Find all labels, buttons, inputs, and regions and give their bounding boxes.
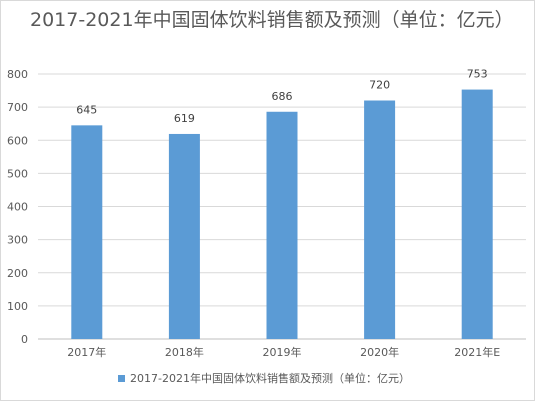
x-tick-label: 2020年 (360, 345, 399, 359)
legend-label: 2017-2021年中国固体饮料销售额及预测（单位：亿元） (130, 371, 410, 385)
bar (364, 100, 396, 339)
y-tick-label: 600 (7, 134, 28, 147)
y-tick-label: 100 (7, 300, 28, 313)
legend-swatch (118, 375, 125, 382)
y-tick-label: 200 (7, 267, 28, 280)
chart-title: 2017-2021年中国固体饮料销售额及预测（单位：亿元） (30, 9, 514, 31)
y-tick-label: 700 (7, 101, 28, 114)
y-tick-label: 400 (7, 201, 28, 214)
bar (71, 125, 103, 339)
data-label: 645 (76, 103, 97, 116)
bar (266, 111, 298, 339)
y-tick-label: 300 (7, 234, 28, 247)
data-label: 720 (369, 79, 390, 92)
x-axis: 2017年 2018年 2019年 2020年 2021年E (67, 345, 500, 359)
legend: 2017-2021年中国固体饮料销售额及预测（单位：亿元） (118, 371, 410, 385)
bar (168, 133, 200, 339)
x-tick-label: 2018年 (165, 345, 204, 359)
y-tick-label: 800 (7, 68, 28, 81)
x-tick-label: 2021年E (454, 345, 500, 359)
bars: 645 619 686 720 753 (71, 68, 493, 339)
data-label: 753 (467, 68, 488, 81)
y-axis: 0 100 200 300 400 500 600 700 800 (7, 68, 28, 346)
data-label: 686 (272, 90, 293, 103)
y-tick-label: 0 (21, 333, 28, 346)
y-tick-label: 500 (7, 167, 28, 180)
bar (461, 89, 493, 339)
x-tick-label: 2017年 (67, 345, 106, 359)
data-label: 619 (174, 112, 195, 125)
x-tick-label: 2019年 (263, 345, 302, 359)
